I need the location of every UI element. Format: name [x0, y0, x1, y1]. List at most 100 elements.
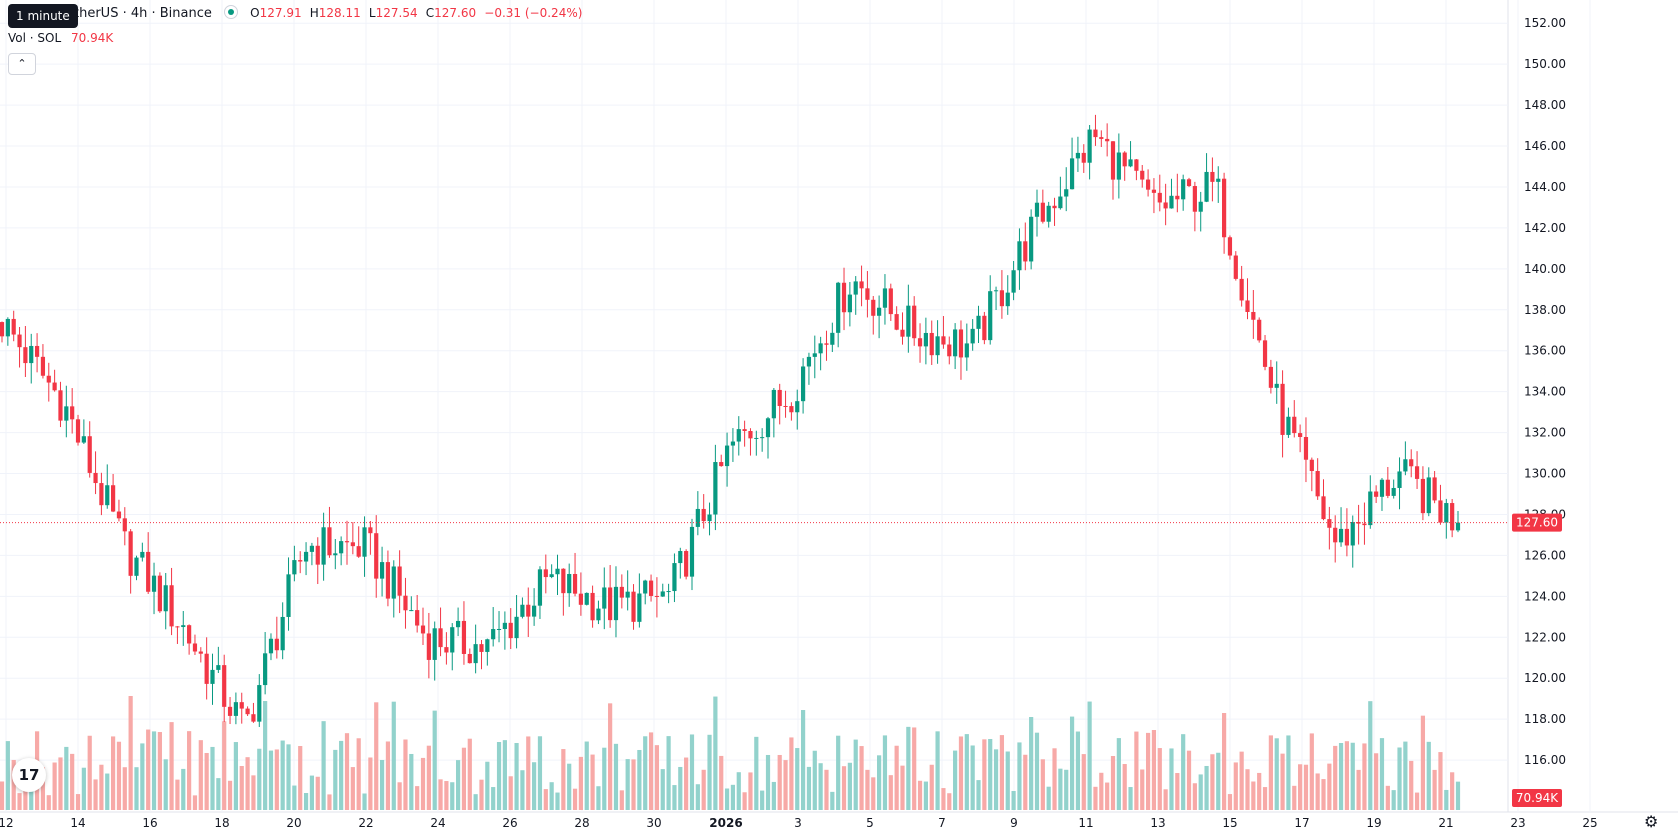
candle-body [719, 462, 724, 467]
candle-body [1397, 471, 1402, 488]
candle-body [1379, 479, 1385, 497]
volume-bar [444, 781, 449, 810]
volume-bar [1239, 751, 1244, 810]
candle-body [1058, 196, 1063, 209]
candle-body [1268, 366, 1273, 388]
candle-body [882, 288, 888, 308]
candle-body [58, 390, 63, 421]
candle-body [795, 401, 800, 413]
candle-body [286, 574, 291, 617]
candle-body [1116, 152, 1121, 180]
volume-bar [1350, 742, 1355, 810]
time-tick-label: 14 [70, 816, 85, 830]
candle-body [993, 290, 999, 292]
time-tick-label: 28 [574, 816, 589, 830]
candle-body [280, 616, 285, 651]
volume-bar [1105, 782, 1110, 810]
volume-bar [1110, 756, 1116, 810]
tradingview-logo-icon[interactable]: 17 [12, 758, 46, 792]
candle-body [1099, 137, 1104, 139]
collapse-legend-button[interactable]: ⌃ [8, 53, 36, 75]
volume-bar [181, 768, 186, 810]
candle-body [1151, 189, 1157, 193]
settings-gear-icon[interactable]: ⚙ [1644, 812, 1659, 831]
high-key: H [309, 6, 319, 20]
candle-body [40, 356, 46, 376]
candle-body [46, 375, 51, 383]
candle-body [187, 625, 192, 644]
volume-bar [350, 767, 355, 810]
volume-bar [257, 748, 262, 810]
candle-body [491, 629, 496, 640]
candle-body [1251, 311, 1256, 320]
candle-body [1081, 152, 1086, 163]
candle-body [1414, 466, 1420, 479]
volume-bar [760, 790, 765, 810]
volume-bar [695, 784, 700, 810]
candle-body [111, 485, 116, 512]
time-tick-label: 17 [1294, 816, 1309, 830]
volume-bar [1134, 731, 1139, 810]
symbol-legend: etherUS · 4h · Binance O127.91 H128.11 L… [8, 5, 586, 21]
volume-bar [561, 749, 566, 810]
candle-body [1438, 500, 1443, 523]
price-tick-label: 138.00 [1524, 303, 1566, 317]
candle-body [999, 290, 1005, 307]
candle-body [11, 318, 16, 335]
volume-bar [1099, 772, 1104, 810]
candle-body [608, 587, 613, 621]
volume-bar [1414, 792, 1420, 810]
candle-body [461, 620, 467, 654]
volume-bar [1163, 789, 1168, 810]
volume-bar [198, 740, 203, 810]
volume-bar [1391, 790, 1396, 810]
time-tick-label: 21 [1438, 816, 1453, 830]
candle-body [590, 592, 595, 621]
market-status-icon[interactable] [224, 5, 239, 19]
candle-body [157, 575, 162, 612]
time-axis[interactable]: 12 14 16 18 20 22 24 26 28 30 2026 3 5 7 9 11 13 15 17 19 21… [0, 816, 1598, 830]
volume-bar [1122, 764, 1127, 810]
volume-bar [116, 741, 122, 810]
volume-bar [1280, 753, 1285, 810]
last-price-label: 127.60 [1516, 516, 1558, 530]
candle-body [1110, 141, 1116, 180]
price-axis[interactable]: 116.00118.00120.00122.00124.00126.00128.… [1524, 16, 1566, 767]
volume-bar [1257, 772, 1262, 810]
candle-body [379, 562, 385, 579]
candle-body [526, 604, 531, 617]
volume-bar [1338, 742, 1344, 810]
volume-bar [286, 744, 291, 810]
open-key: O [250, 6, 260, 20]
volume-bar [128, 696, 133, 810]
volume-bar [1075, 731, 1081, 810]
volume-bar [333, 749, 338, 810]
candle-body [64, 406, 69, 421]
volume-bar [894, 745, 899, 810]
candle-body [467, 653, 472, 664]
price-tick-label: 144.00 [1524, 180, 1566, 194]
volume-bar [993, 749, 999, 810]
candle-body [1227, 237, 1233, 256]
volume-bar [70, 753, 75, 810]
candle-body [151, 575, 157, 592]
volume-bar [303, 793, 309, 810]
candle-body [1140, 170, 1145, 180]
candle-body [350, 542, 355, 547]
volume-bar [707, 734, 712, 810]
volume-bar [578, 756, 583, 810]
volume-bar [239, 765, 244, 810]
candle-body [532, 605, 537, 617]
candle-body [567, 573, 572, 594]
volume-bar [157, 732, 162, 810]
volume-bar [298, 746, 303, 810]
candle-body [34, 345, 40, 357]
symbol-title[interactable]: etherUS · 4h · Binance [66, 6, 212, 21]
candle-body [672, 563, 677, 592]
volume-bar [572, 788, 578, 810]
volume-bar [99, 764, 104, 810]
candle-body [192, 643, 198, 652]
candle-body [1321, 496, 1326, 520]
candle-body [724, 445, 730, 467]
